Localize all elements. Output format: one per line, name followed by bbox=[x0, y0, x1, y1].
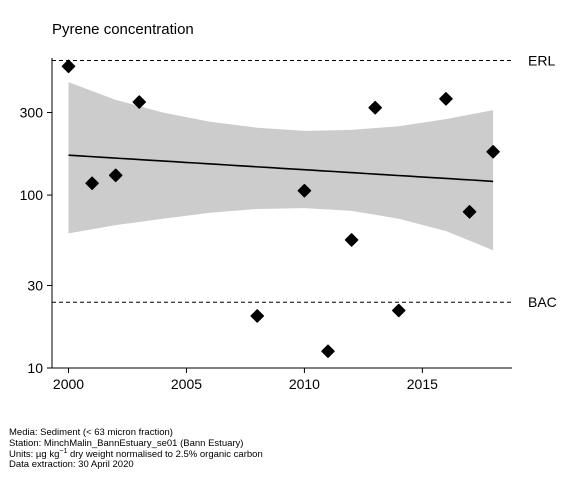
footer-extraction: Data extraction: 30 April 2020 bbox=[9, 459, 134, 471]
data-point-2000 bbox=[61, 59, 76, 74]
y-tick-label-30: 30 bbox=[27, 277, 43, 293]
x-tick-label-2000: 2000 bbox=[53, 376, 84, 392]
data-point-2001 bbox=[85, 176, 99, 191]
x-tick-label-2015: 2015 bbox=[407, 376, 438, 392]
y-tick-label-10: 10 bbox=[27, 360, 43, 376]
x-tick-label-2010: 2010 bbox=[289, 376, 320, 392]
chart-title: Pyrene concentration bbox=[52, 21, 194, 38]
footer-notes: Media: Sediment (< 63 micron fraction) S… bbox=[9, 427, 263, 471]
axes-layer: 2000 2005 2010 2015 10 30 100 300 bbox=[20, 58, 512, 392]
footer-station: Station: MinchMalin_BannEstuary_se01 (Ba… bbox=[9, 437, 244, 449]
footer-units-prefix: Units: µg kg bbox=[9, 448, 60, 460]
x-tick-label-2005: 2005 bbox=[171, 376, 202, 392]
data-point-2014 bbox=[392, 303, 406, 318]
footer-units-suffix: dry weight normalised to 2.5% organic ca… bbox=[67, 448, 263, 460]
confidence-band bbox=[68, 82, 494, 251]
points-layer bbox=[61, 59, 500, 358]
data-point-2013 bbox=[368, 100, 382, 115]
data-point-2002 bbox=[108, 168, 123, 183]
footer-units: Units: µg kg−1 dry weight normalised to … bbox=[9, 447, 263, 461]
trend-line bbox=[68, 154, 494, 183]
data-point-2016 bbox=[439, 92, 453, 106]
footer-units-exponent: −1 bbox=[59, 447, 68, 455]
data-point-2003 bbox=[132, 95, 147, 109]
data-point-2017 bbox=[462, 205, 477, 219]
data-point-2008 bbox=[250, 309, 264, 323]
data-point-2010 bbox=[297, 183, 312, 198]
data-point-2012 bbox=[344, 233, 359, 247]
trend-layer bbox=[68, 154, 494, 183]
data-point-2011 bbox=[321, 344, 335, 358]
confidence-band-layer bbox=[68, 82, 494, 251]
y-tick-label-300: 300 bbox=[20, 105, 44, 121]
y-tick-label-100: 100 bbox=[20, 187, 44, 203]
reference-label-bac: BAC bbox=[528, 294, 557, 310]
footer-media: Media: Sediment (< 63 micron fraction) bbox=[9, 427, 173, 438]
reference-lines-layer: ERL BAC bbox=[52, 52, 557, 310]
reference-label-erl: ERL bbox=[528, 52, 555, 68]
data-point-2018 bbox=[486, 144, 500, 159]
